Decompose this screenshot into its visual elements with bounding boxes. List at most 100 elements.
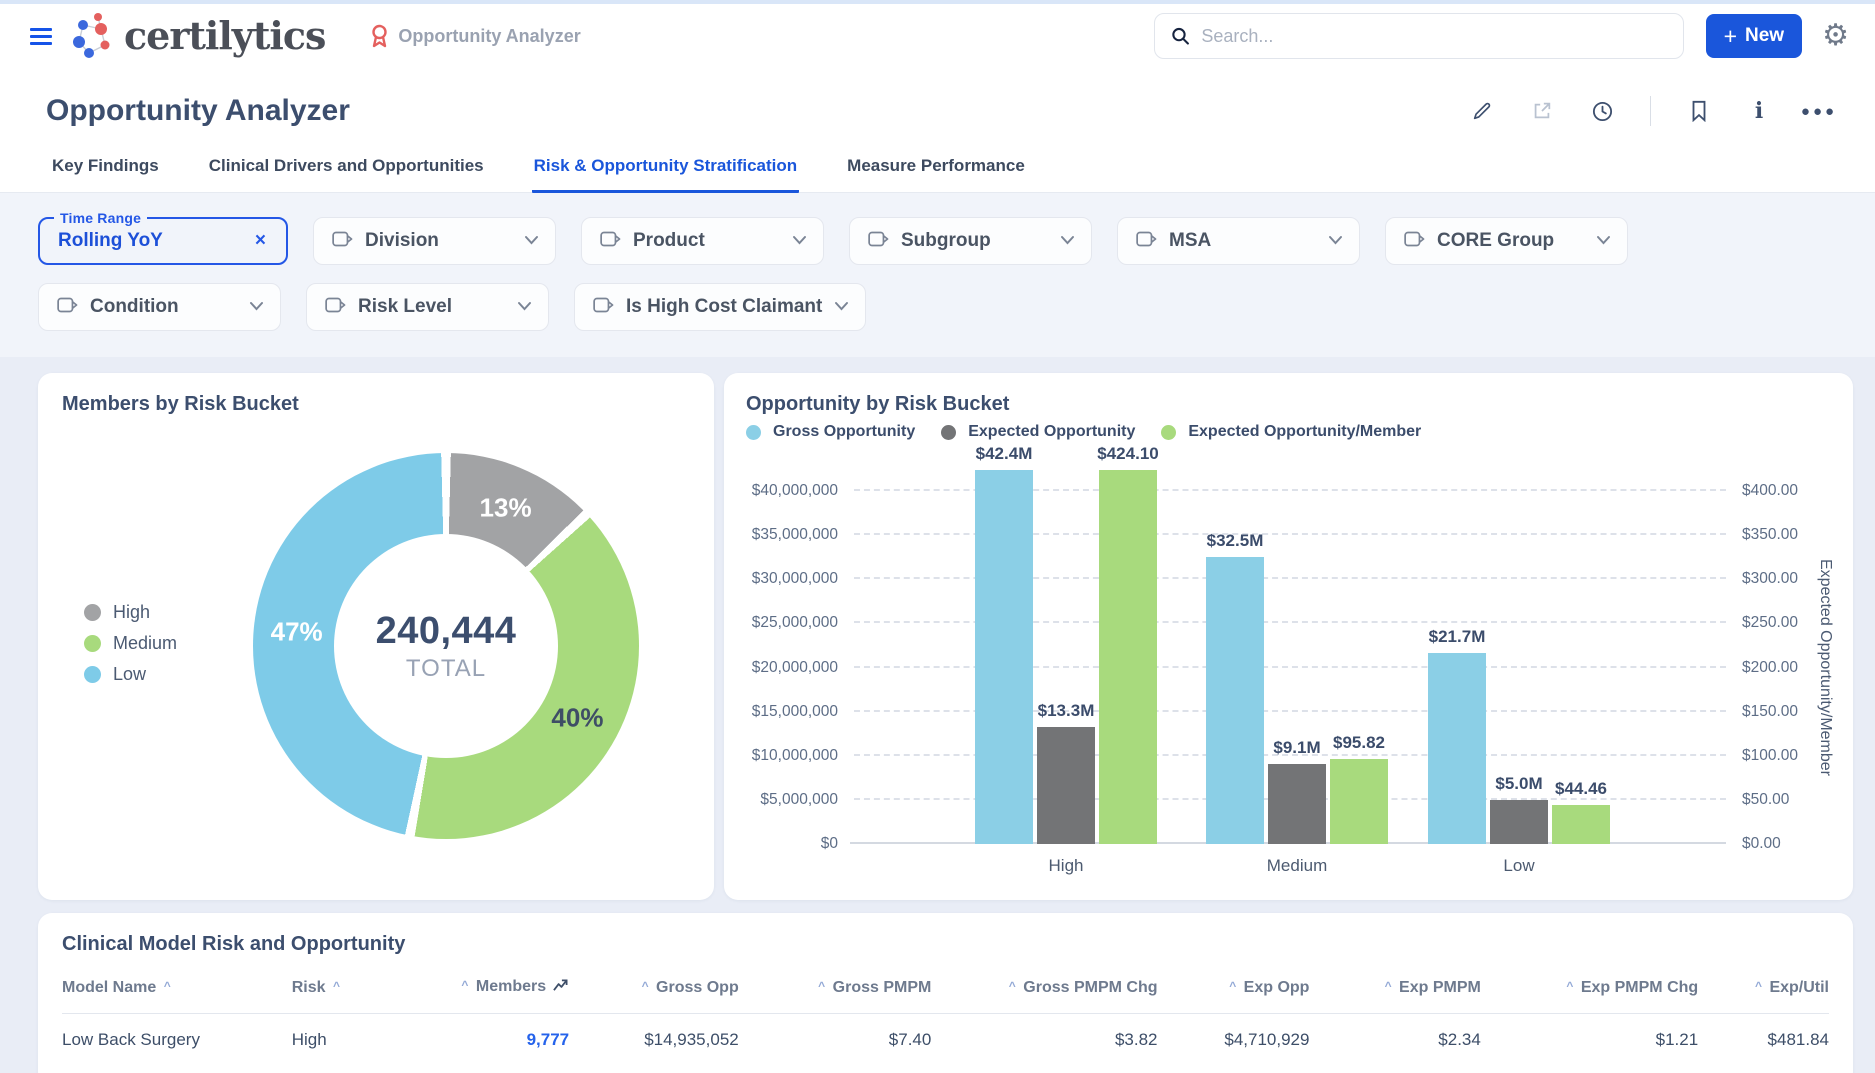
cell-exp-pmpm: $2.34 — [1309, 1014, 1480, 1063]
left-tick: $30,000,000 — [752, 570, 838, 588]
bar-plot-area: $42.4M$13.3M$424.10High$32.5M$9.1M$95.82… — [854, 491, 1726, 844]
left-tick: $25,000,000 — [752, 614, 838, 632]
right-tick: $250.00 — [1742, 614, 1798, 632]
search-input[interactable] — [1201, 26, 1666, 47]
cell-gross-opp: $14,935,052 — [569, 1014, 739, 1063]
bar-legend-item[interactable]: Expected Opportunity/Member — [1161, 423, 1421, 441]
bar-expected-opportunity-member[interactable]: $44.46 — [1552, 805, 1610, 844]
more-options-icon[interactable]: ●●● — [1807, 99, 1831, 123]
top-app-bar: certilytics Opportunity Analyzer + New ⚙ — [0, 4, 1875, 68]
chevron-down-icon — [834, 298, 849, 316]
column-header-exp-pmpm[interactable]: ^ Exp PMPM — [1309, 966, 1480, 1014]
sort-caret-icon[interactable]: ^ — [1382, 979, 1395, 993]
clear-filter-icon[interactable]: × — [251, 228, 270, 254]
bookmark-icon[interactable] — [1687, 99, 1711, 123]
column-label: Gross Opp — [656, 979, 739, 996]
right-tick: $0.00 — [1742, 835, 1781, 853]
history-clock-icon[interactable] — [1590, 99, 1614, 123]
category-label-low: Low — [1503, 856, 1534, 876]
bar-gross-opportunity[interactable]: $32.5M — [1206, 557, 1264, 844]
column-header-gross-opp[interactable]: ^ Gross Opp — [569, 966, 739, 1014]
legend-item-high[interactable]: High — [84, 602, 177, 623]
bar-expected-opportunity-member[interactable]: $424.10 — [1099, 470, 1157, 844]
filter-division[interactable]: Division — [313, 217, 556, 265]
bar-gross-opportunity[interactable]: $42.4M — [975, 470, 1033, 844]
open-external-icon[interactable] — [1530, 99, 1554, 123]
filter-is-high-cost-claimant[interactable]: Is High Cost Claimant — [574, 283, 866, 331]
sort-caret-icon[interactable]: ^ — [1752, 979, 1765, 993]
tag-icon — [325, 297, 346, 318]
global-search[interactable] — [1154, 13, 1684, 59]
tab-risk-opportunity-stratification[interactable]: Risk & Opportunity Stratification — [532, 146, 800, 193]
tab-key-findings[interactable]: Key Findings — [50, 146, 161, 193]
filter-core-group[interactable]: CORE Group — [1385, 217, 1628, 265]
bar-expected-opportunity[interactable]: $13.3M — [1037, 727, 1095, 844]
bar-group-medium: $32.5M$9.1M$95.82 — [1206, 557, 1388, 844]
hamburger-menu-icon[interactable] — [30, 28, 52, 45]
filter-product[interactable]: Product — [581, 217, 824, 265]
sort-caret-icon[interactable]: ^ — [161, 979, 174, 993]
tag-icon — [593, 297, 614, 318]
trend-sort-icon[interactable] — [552, 978, 569, 998]
bar-group-low: $21.7M$5.0M$44.46 — [1428, 653, 1610, 845]
filter-risk-level[interactable]: Risk Level — [306, 283, 549, 331]
legend-label: Gross Opportunity — [773, 423, 915, 441]
members-count-link[interactable]: 9,777 — [527, 1030, 570, 1049]
sort-caret-icon[interactable]: ^ — [458, 978, 471, 992]
bar-expected-opportunity-member[interactable]: $95.82 — [1330, 759, 1388, 844]
column-label: Members — [476, 978, 546, 995]
column-header-model-name[interactable]: Model Name ^ — [62, 966, 292, 1014]
sort-caret-icon[interactable]: ^ — [1563, 979, 1576, 993]
info-icon[interactable]: i — [1747, 99, 1771, 123]
column-header-exp-util[interactable]: ^ Exp/Util — [1698, 966, 1829, 1014]
bar-gross-opportunity[interactable]: $21.7M — [1428, 653, 1486, 845]
filter-msa[interactable]: MSA — [1117, 217, 1360, 265]
column-header-members[interactable]: ^ Members — [421, 966, 569, 1014]
brand-logo[interactable]: certilytics — [70, 12, 325, 60]
sort-caret-icon[interactable]: ^ — [1226, 979, 1239, 993]
legend-item-medium[interactable]: Medium — [84, 633, 177, 654]
clinical-model-table-card: Clinical Model Risk and Opportunity Mode… — [38, 913, 1853, 1073]
cell-gross-pmpm: $7.40 — [739, 1014, 932, 1063]
cell-members: 9,777 — [421, 1014, 569, 1063]
right-tick: $200.00 — [1742, 659, 1798, 677]
time-range-filter[interactable]: Time Range Rolling YoY × — [38, 217, 288, 265]
bar-expected-opportunity[interactable]: $9.1M — [1268, 764, 1326, 844]
bar-expected-opportunity[interactable]: $5.0M — [1490, 800, 1548, 844]
new-button[interactable]: + New — [1706, 14, 1803, 58]
column-header-exp-opp[interactable]: ^ Exp Opp — [1158, 966, 1310, 1014]
members-by-risk-bucket-card: Members by Risk Bucket 240,444TOTAL13%40… — [38, 373, 714, 900]
column-header-gross-pmpm[interactable]: ^ Gross PMPM — [739, 966, 932, 1014]
column-header-gross-pmpm-chg[interactable]: ^ Gross PMPM Chg — [931, 966, 1157, 1014]
cell-exp-util: $481.84 — [1698, 1014, 1829, 1063]
settings-gear-icon[interactable]: ⚙ — [1822, 21, 1849, 51]
right-tick: $400.00 — [1742, 482, 1798, 500]
filter-subgroup[interactable]: Subgroup — [849, 217, 1092, 265]
edit-pencil-icon[interactable] — [1470, 99, 1494, 123]
filter-condition[interactable]: Condition — [38, 283, 281, 331]
donut-card-title: Members by Risk Bucket — [62, 393, 690, 416]
page-title-bar: Opportunity Analyzer i ●●● — [0, 68, 1875, 140]
column-header-exp-pmpm-chg[interactable]: ^ Exp PMPM Chg — [1481, 966, 1698, 1014]
bar-value-label: $21.7M — [1429, 627, 1486, 647]
tag-icon — [1136, 231, 1157, 252]
actions-divider — [1650, 96, 1651, 126]
sort-caret-icon[interactable]: ^ — [639, 979, 652, 993]
legend-dot — [84, 635, 101, 652]
legend-item-low[interactable]: Low — [84, 664, 177, 685]
sort-caret-icon[interactable]: ^ — [815, 979, 828, 993]
tab-measure-performance[interactable]: Measure Performance — [845, 146, 1027, 193]
bar-legend-item[interactable]: Gross Opportunity — [746, 423, 915, 441]
sort-caret-icon[interactable]: ^ — [1006, 979, 1019, 993]
bar-legend-item[interactable]: Expected Opportunity — [941, 423, 1135, 441]
tab-clinical-drivers-and-opportunities[interactable]: Clinical Drivers and Opportunities — [207, 146, 486, 193]
sort-caret-icon[interactable]: ^ — [330, 979, 343, 993]
chevron-down-icon — [249, 298, 264, 316]
tag-icon — [1404, 231, 1425, 252]
bar-value-label: $9.1M — [1273, 738, 1320, 758]
filter-chip-label: Risk Level — [358, 296, 452, 318]
donut-slice-label-medium: 40% — [551, 703, 603, 734]
column-header-risk[interactable]: Risk ^ — [292, 966, 421, 1014]
donut-total-value: 240,444 — [376, 610, 517, 653]
category-label-medium: Medium — [1267, 856, 1327, 876]
